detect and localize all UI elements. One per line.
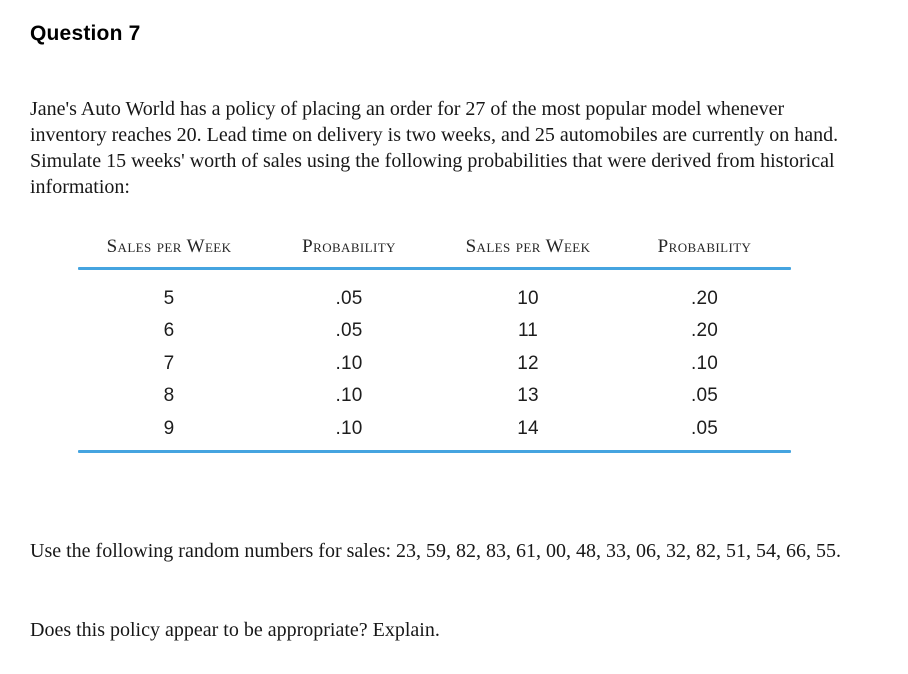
table-cell: .10 [335, 385, 363, 407]
table-cell: .10 [335, 417, 363, 439]
table-cell: 9 [163, 417, 175, 439]
table-header-sales-1: Sales per Week [106, 236, 232, 257]
table-header-sales-2: Sales per Week [465, 236, 591, 257]
table-cell: .20 [690, 320, 718, 342]
table-row: 6 .05 11 .20 [78, 315, 791, 348]
table-header-row: Sales per Week Probability Sales per Wee… [78, 236, 791, 267]
question-page: Question 7 Jane's Auto World has a polic… [30, 22, 842, 641]
table-body: 5 .05 10 .20 6 .05 11 .20 7 .10 12 .10 8… [78, 270, 791, 451]
table-cell: 11 [517, 320, 539, 342]
table-cell: 5 [163, 287, 175, 309]
table-row: 8 .10 13 .05 [78, 380, 791, 413]
table-rule-top [78, 267, 791, 270]
table-cell: .05 [335, 287, 363, 309]
closing-paragraph: Does this policy appear to be appropriat… [30, 618, 440, 641]
sales-probability-table: Sales per Week Probability Sales per Wee… [78, 236, 791, 453]
table-row: 9 .10 14 .05 [78, 413, 791, 446]
table-header-probability-1: Probability [302, 236, 396, 257]
table-cell: .10 [690, 352, 718, 374]
table-cell: 7 [163, 352, 175, 374]
table-cell: .05 [690, 417, 718, 439]
table-cell: 10 [517, 287, 539, 309]
random-numbers-paragraph: Use the following random numbers for sal… [30, 539, 842, 562]
table-cell: .05 [690, 385, 718, 407]
table-row: 7 .10 12 .10 [78, 348, 791, 381]
table-cell: 8 [163, 385, 175, 407]
table-cell: .10 [335, 352, 363, 374]
table-cell: .05 [335, 320, 363, 342]
table-cell: 13 [517, 385, 539, 407]
table-header-probability-2: Probability [657, 236, 752, 257]
table-cell: .20 [690, 287, 718, 309]
table-row: 5 .05 10 .20 [78, 283, 791, 316]
page-title: Question 7 [30, 22, 141, 45]
table-cell: 14 [517, 417, 539, 439]
table-rule-bottom [78, 450, 791, 453]
table-cell: 6 [163, 320, 175, 342]
table-cell: 12 [517, 352, 539, 374]
intro-paragraph: Jane's Auto World has a policy of placin… [30, 98, 839, 198]
